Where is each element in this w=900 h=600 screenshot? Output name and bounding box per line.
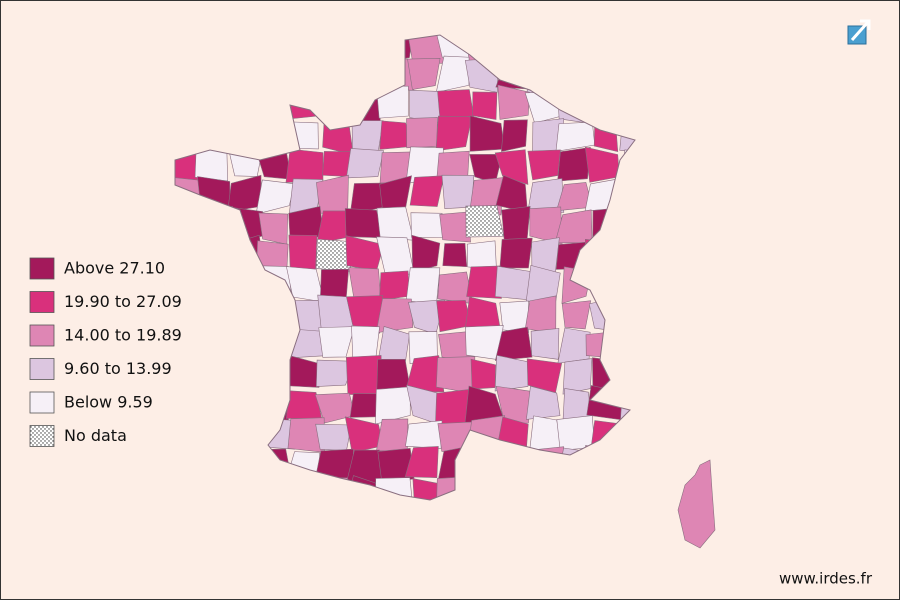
department: [561, 300, 592, 330]
department: [466, 265, 502, 299]
department: [318, 326, 355, 358]
department: [494, 354, 535, 392]
legend-swatch: [29, 391, 55, 414]
department: [405, 267, 441, 305]
department: [557, 146, 591, 182]
legend-label: 9.60 to 13.99: [64, 359, 172, 378]
corsica: [677, 459, 716, 549]
department: [442, 243, 468, 268]
department: [409, 175, 445, 207]
department: [376, 418, 409, 452]
department: [346, 295, 384, 334]
legend-swatch: [29, 425, 55, 447]
department: [375, 298, 414, 334]
department: [562, 358, 593, 395]
department: [411, 234, 441, 273]
legend-swatch: [29, 291, 55, 313]
department: [501, 119, 528, 152]
source-link[interactable]: www.irdes.fr: [779, 570, 873, 588]
legend: Above 27.10 19.90 to 27.09 14.00 to 19.89 9…: [29, 257, 182, 447]
department: [497, 84, 530, 120]
department: [405, 420, 443, 449]
department: [407, 57, 441, 90]
department: [375, 386, 411, 425]
legend-label: No data: [64, 426, 127, 445]
legend-swatch: [29, 257, 55, 280]
department: [494, 326, 533, 361]
department: [379, 270, 411, 301]
department: [285, 148, 324, 183]
legend-swatch: [29, 324, 55, 347]
department: [527, 178, 565, 214]
department: [530, 328, 560, 360]
department: [435, 115, 473, 152]
department: [465, 205, 505, 238]
department: [437, 271, 474, 305]
expand-icon[interactable]: [847, 19, 871, 45]
department: [466, 240, 497, 271]
department: [501, 205, 531, 244]
department: [499, 237, 533, 269]
department: [315, 359, 355, 387]
department: [472, 91, 498, 120]
department: [441, 174, 475, 209]
department: [495, 385, 531, 425]
department: [255, 179, 295, 215]
legend-label: 19.90 to 27.09: [64, 292, 182, 311]
department: [439, 211, 471, 243]
france-outline: [174, 34, 636, 501]
department: [315, 423, 352, 451]
department: [524, 295, 557, 334]
legend-label: 14.00 to 19.89: [64, 326, 182, 345]
department: [346, 148, 384, 179]
legend-swatch: [29, 358, 55, 380]
department: [404, 446, 439, 478]
legend-label: Above 27.10: [64, 259, 165, 278]
department: [404, 355, 445, 393]
department: [435, 55, 470, 93]
department: [406, 117, 438, 149]
department: [526, 385, 561, 420]
department: [437, 89, 475, 120]
department: [527, 149, 561, 181]
department: [345, 355, 383, 396]
legend-label: Below 9.59: [64, 393, 153, 412]
